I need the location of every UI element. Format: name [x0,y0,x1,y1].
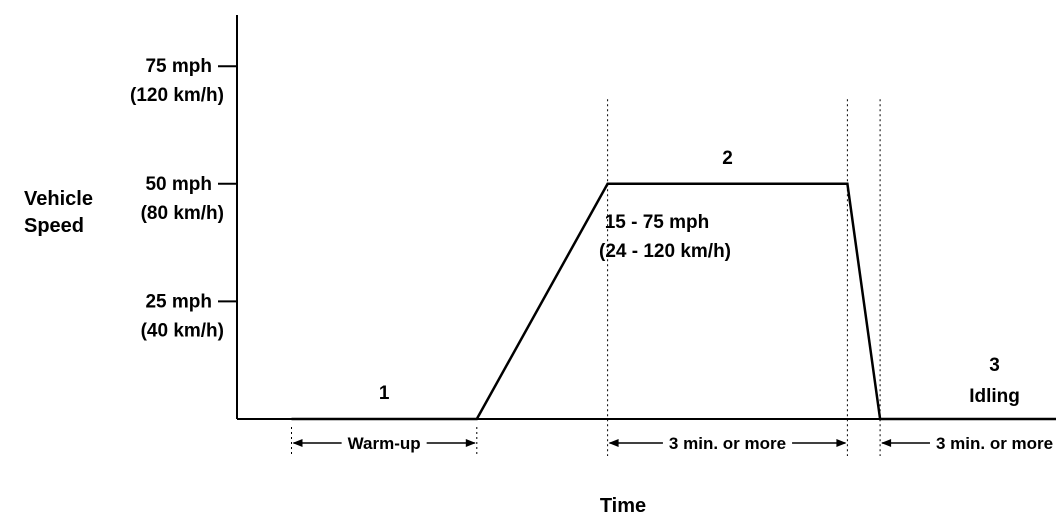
phase-3-duration-label: 3 min. or more [936,434,1053,453]
phase-3-name: Idling [969,386,1020,407]
y-tick-label-2: 25 mph [145,291,212,312]
phase-guides [291,99,881,456]
y-tick-label-1: 50 mph [145,174,212,195]
y-ticks: 75 mph (120 km/h) 50 mph (80 km/h) 25 mph (40… [130,56,237,341]
y-axis-label-line2: Speed [24,215,84,237]
speed-range-annotation-line1: 15 - 75 mph [605,212,710,233]
phase-1-number: 1 [379,383,390,404]
y-axis-label-line1: Vehicle [24,188,93,210]
x-axis-label: Time [600,495,646,517]
y-tick-sublabel-1: (80 km/h) [141,203,224,224]
speed-range-annotation-line2: (24 - 120 km/h) [599,241,731,262]
speed-trace [291,182,1056,421]
phase-durations: Warm-up 3 min. or more 3 min. or more [292,434,1053,453]
phase-3-number: 3 [989,355,1000,376]
phase-2-left-arrowhead [608,439,619,447]
phase-2-duration-label: 3 min. or more [669,434,786,453]
y-tick-label-0: 75 mph [145,56,212,77]
phase-1-duration-label: Warm-up [348,434,421,453]
y-tick-sublabel-0: (120 km/h) [130,85,224,106]
phase-3-left-arrowhead [881,439,892,447]
phase-2-number: 2 [722,148,733,169]
y-tick-sublabel-2: (40 km/h) [141,320,224,341]
phase-2-right-arrowhead [836,439,847,447]
phase-1-left-arrowhead [292,439,303,447]
phase-1-right-arrowhead [465,439,476,447]
phase-labels: 1 2 3 Idling [379,148,1020,407]
